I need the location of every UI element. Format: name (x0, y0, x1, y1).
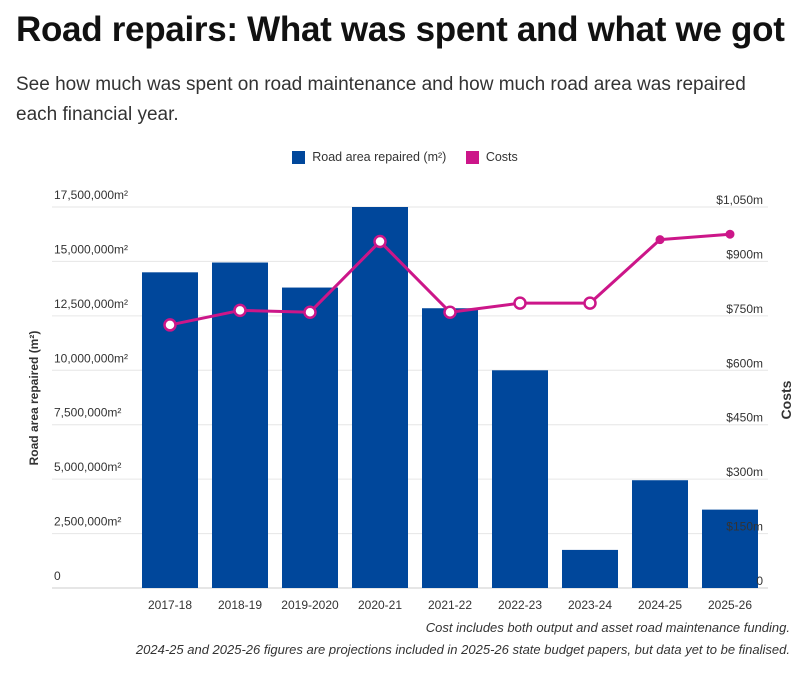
legend-item-area[interactable]: Road area repaired (m²) (292, 150, 446, 164)
x-tick-label: 2020-21 (358, 598, 402, 612)
bar (632, 480, 688, 588)
x-tick-label: 2022-23 (498, 598, 542, 612)
left-tick-label: 2,500,000m² (54, 515, 121, 529)
footnote-cost: Cost includes both output and asset road… (425, 620, 790, 635)
x-tick-label: 2019-2020 (281, 598, 339, 612)
left-tick-label: 10,000,000m² (54, 351, 128, 365)
x-tick-label: 2024-25 (638, 598, 682, 612)
right-tick-label: $300m (726, 465, 763, 479)
x-tick-label: 2023-24 (568, 598, 612, 612)
costs-point (513, 296, 527, 310)
legend-item-costs[interactable]: Costs (465, 150, 518, 164)
bar (282, 287, 338, 588)
chart-title: Road repairs: What was spent and what we… (16, 10, 785, 49)
bar (352, 207, 408, 588)
right-tick-label: $600m (726, 356, 763, 370)
right-tick-label: $150m (726, 520, 763, 534)
x-tick-label: 2025-26 (708, 598, 752, 612)
legend-swatch-costs (465, 150, 479, 164)
costs-point (443, 305, 457, 319)
costs-point (373, 234, 387, 249)
legend: Road area repaired (m²) Costs (0, 150, 810, 167)
x-tick-label: 2021-22 (428, 598, 472, 612)
legend-label-area: Road area repaired (m²) (312, 150, 447, 164)
left-axis-title: Road area repaired (m²) (27, 331, 41, 466)
left-tick-label: 7,500,000m² (54, 406, 121, 420)
bar (422, 308, 478, 588)
bar (562, 549, 618, 588)
bar (492, 370, 548, 588)
costs-point (163, 318, 177, 332)
right-tick-label: $900m (726, 247, 763, 261)
legend-label-costs: Costs (485, 150, 518, 164)
left-tick-label: 0 (54, 569, 61, 583)
costs-point (233, 303, 247, 318)
footnote-projection: 2024-25 and 2025-26 figures are projecti… (135, 642, 790, 657)
costs-point (655, 235, 665, 245)
left-tick-label: 17,500,000m² (54, 188, 128, 202)
right-tick-label: $450m (726, 411, 763, 425)
left-tick-label: 5,000,000m² (54, 460, 121, 474)
legend-swatch-area (292, 150, 306, 164)
chart-subtitle: See how much was spent on road maintenan… (16, 74, 746, 125)
footnotes: Cost includes both output and asset road… (136, 617, 790, 661)
x-tick-label: 2018-19 (218, 598, 262, 612)
costs-point (583, 296, 597, 310)
right-tick-label: $750m (726, 302, 763, 316)
left-tick-label: 12,500,000m² (54, 297, 128, 311)
costs-point (725, 229, 735, 239)
bar (702, 509, 758, 588)
right-axis-title: Costs (778, 380, 794, 419)
left-tick-label: 15,000,000m² (54, 242, 128, 256)
right-tick-label: 0 (756, 574, 763, 588)
right-tick-label: $1,050m (716, 193, 763, 207)
x-tick-label: 2017-18 (148, 598, 192, 612)
costs-point (303, 305, 317, 319)
